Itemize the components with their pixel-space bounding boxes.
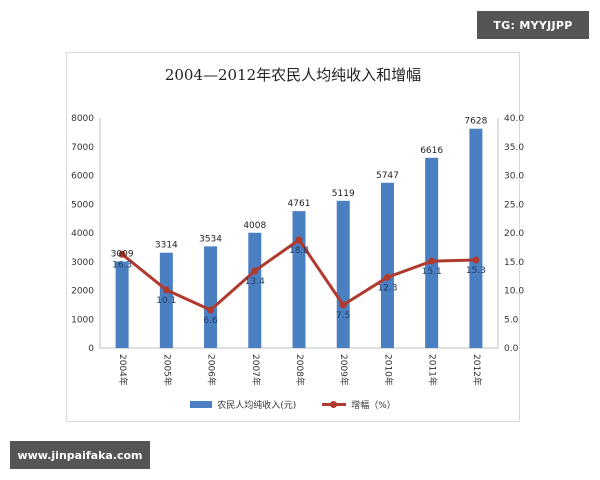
x-axis-tick-label: 2010年	[382, 354, 394, 386]
line-value-label: 15.3	[466, 266, 486, 276]
line-value-label: 12.3	[377, 283, 397, 293]
line-value-label: 18.8	[289, 246, 309, 256]
x-axis-tick-label: 2004年	[117, 354, 129, 386]
line-value-label: 15.1	[422, 267, 442, 277]
chart-legend: 农民人均纯收入(元) 增幅（%）	[66, 398, 520, 411]
line-point	[251, 267, 259, 275]
x-axis-tick-label: 2007年	[250, 354, 262, 386]
left-axis-tick-label: 6000	[71, 172, 94, 182]
legend-item-growth: 增幅（%）	[322, 398, 396, 411]
x-axis-tick-label: 2005年	[161, 354, 173, 386]
line-point	[383, 273, 391, 281]
line-point	[472, 256, 480, 264]
line-point	[118, 250, 126, 258]
bar-value-label: 3534	[199, 234, 222, 244]
right-axis-tick-label: 35.0	[504, 143, 524, 153]
legend-item-income: 农民人均纯收入(元)	[190, 398, 296, 411]
bar-value-label: 3314	[155, 241, 178, 251]
line-point	[428, 257, 436, 265]
left-axis-tick-label: 4000	[71, 229, 94, 239]
bar	[425, 157, 439, 348]
line-value-label: 6.6	[203, 316, 218, 326]
bar-value-label: 4761	[288, 199, 311, 209]
x-axis-tick-label: 2012年	[471, 354, 483, 386]
bar-value-label: 3009	[111, 249, 134, 259]
bar	[336, 200, 350, 348]
line-value-label: 13.4	[245, 277, 265, 287]
line-point	[339, 301, 347, 309]
bar	[469, 128, 483, 348]
line-point	[207, 306, 215, 314]
line-point	[295, 236, 303, 244]
bar	[248, 232, 262, 348]
right-axis-tick-label: 40.0	[504, 114, 524, 124]
bar	[204, 246, 218, 348]
bar-value-label: 5747	[376, 171, 399, 181]
left-axis-tick-label: 2000	[71, 287, 94, 297]
right-axis-tick-label: 25.0	[504, 200, 524, 210]
left-axis-tick-label: 1000	[71, 315, 94, 325]
left-axis-tick-label: 0	[88, 344, 94, 354]
bar-value-label: 6616	[420, 146, 443, 156]
legend-label-growth: 增幅（%）	[351, 401, 396, 411]
line-value-label: 16.3	[112, 260, 132, 270]
x-axis-tick-label: 2009年	[338, 354, 350, 386]
bar	[292, 211, 306, 348]
bar	[380, 182, 394, 348]
line-value-label: 10.1	[156, 296, 176, 306]
x-axis-tick-label: 2011年	[427, 354, 439, 386]
legend-swatch-bar	[190, 401, 213, 408]
right-axis-tick-label: 20.0	[504, 229, 524, 239]
bar-value-label: 7628	[464, 117, 487, 127]
legend-swatch-line	[322, 401, 347, 408]
x-axis-tick-label: 2006年	[206, 354, 218, 386]
bar-value-label: 4008	[243, 221, 266, 231]
watermark-bottom-left: www.jinpaifaka.com	[10, 441, 150, 469]
line-value-label: 7.5	[336, 311, 350, 321]
right-axis-tick-label: 10.0	[504, 287, 524, 297]
line-point	[162, 286, 170, 294]
left-axis-tick-label: 3000	[71, 258, 94, 268]
bar	[159, 252, 173, 348]
left-axis-tick-label: 7000	[71, 143, 94, 153]
right-axis-tick-label: 30.0	[504, 172, 524, 182]
left-axis-tick-label: 8000	[71, 114, 94, 124]
watermark-top-right: TG: MYYJJPP	[477, 11, 589, 39]
right-axis-tick-label: 5.0	[504, 315, 519, 325]
right-axis-tick-label: 0.0	[504, 344, 519, 354]
bar	[115, 261, 129, 348]
right-axis-tick-label: 15.0	[504, 258, 524, 268]
bar-value-label: 5119	[332, 189, 355, 199]
chart-title: 2004—2012年农民人均纯收入和增幅	[164, 66, 422, 84]
legend-label-income: 农民人均纯收入(元)	[217, 401, 297, 411]
x-axis-tick-label: 2008年	[294, 354, 306, 386]
left-axis-tick-label: 5000	[71, 200, 94, 210]
